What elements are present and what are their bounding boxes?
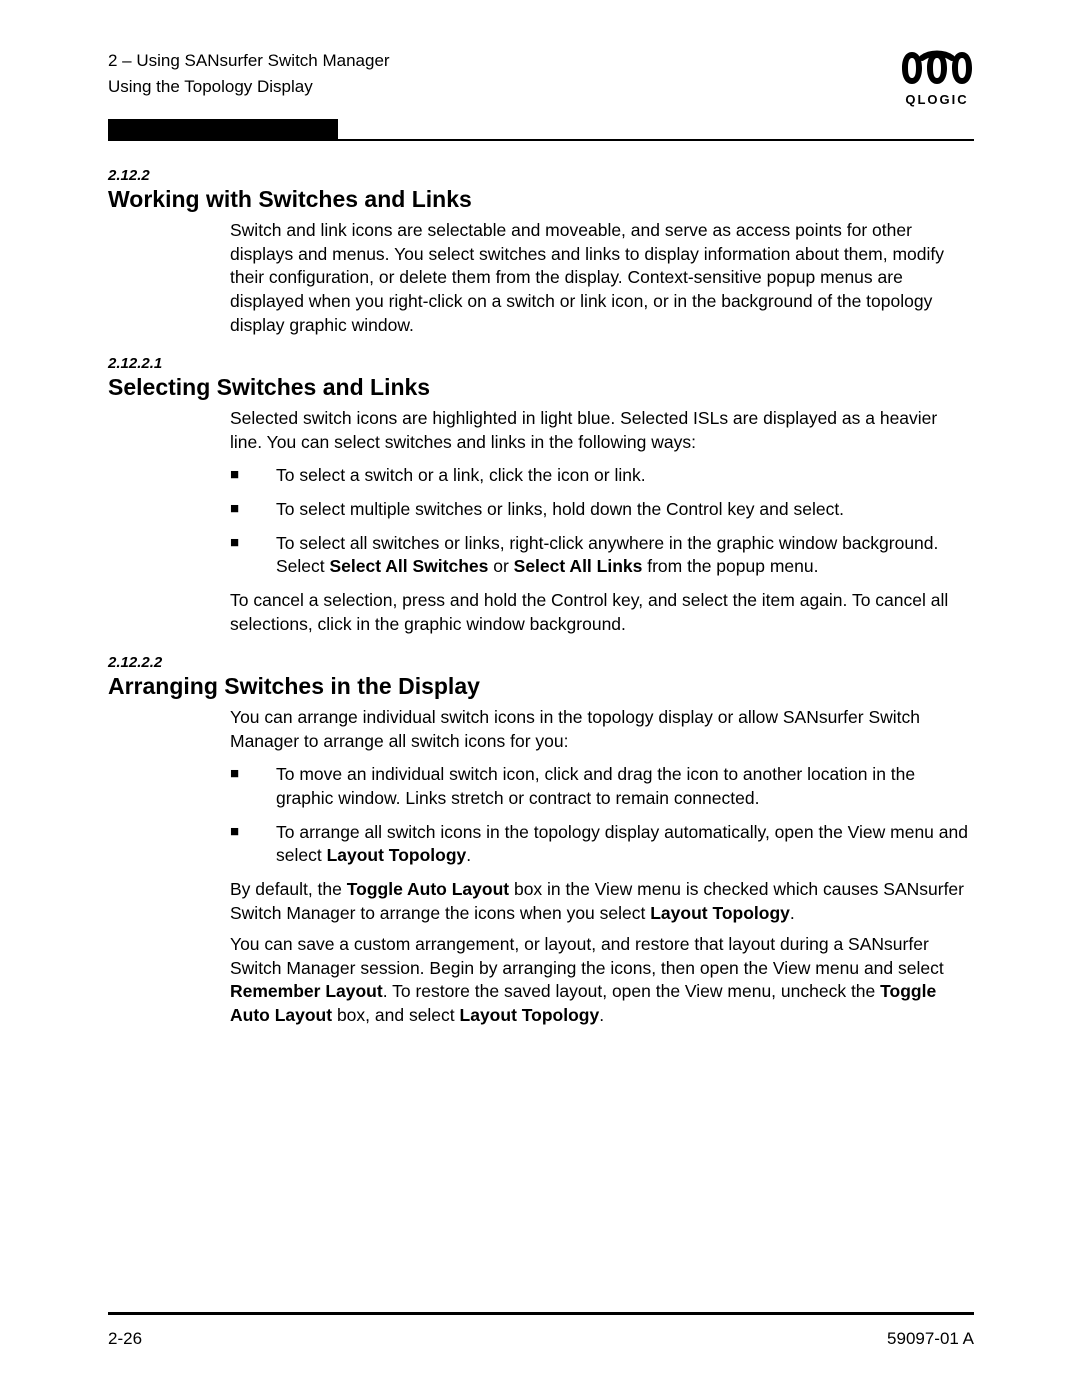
footer-doc-id: 59097-01 A bbox=[887, 1329, 974, 1349]
bold-layout-topology-1: Layout Topology bbox=[327, 845, 467, 865]
bullet-select-all-mid: or bbox=[488, 556, 513, 576]
bold-select-all-links: Select All Links bbox=[514, 556, 643, 576]
page-header: 2 – Using SANsurfer Switch Manager Using… bbox=[108, 48, 974, 107]
header-rule bbox=[108, 117, 974, 141]
header-section-line: Using the Topology Display bbox=[108, 74, 390, 100]
para-2-12-2-intro: Switch and link icons are selectable and… bbox=[230, 219, 974, 337]
section-number-2-12-2: 2.12.2 bbox=[108, 167, 974, 184]
p2-post: . bbox=[790, 903, 795, 923]
bullet-list-arranging: To move an individual switch icon, click… bbox=[230, 763, 974, 868]
footer-rule bbox=[108, 1312, 974, 1315]
bullet-arrange-all-post: . bbox=[466, 845, 471, 865]
header-text-block: 2 – Using SANsurfer Switch Manager Using… bbox=[108, 48, 390, 99]
para-save-custom-arrangement: You can save a custom arrangement, or la… bbox=[230, 933, 974, 1028]
p3-pre: You can save a custom arrangement, or la… bbox=[230, 934, 944, 978]
section-title-working-with-switches: Working with Switches and Links bbox=[108, 186, 974, 213]
section-title-arranging-switches: Arranging Switches in the Display bbox=[108, 673, 974, 700]
page-footer: 2-26 59097-01 A bbox=[108, 1312, 974, 1349]
bullet-select-single: To select a switch or a link, click the … bbox=[230, 464, 974, 488]
para-2-12-2-1-intro: Selected switch icons are highlighted in… bbox=[230, 407, 974, 454]
bullet-list-selecting: To select a switch or a link, click the … bbox=[230, 464, 974, 579]
bullet-select-all-post: from the popup menu. bbox=[642, 556, 818, 576]
section-title-selecting-switches: Selecting Switches and Links bbox=[108, 374, 974, 401]
header-rule-thick bbox=[108, 119, 338, 141]
qlogic-logo-icon bbox=[900, 48, 974, 88]
section-number-2-12-2-2: 2.12.2.2 bbox=[108, 654, 974, 671]
p3-mid2: box, and select bbox=[332, 1005, 459, 1025]
para-2-12-2-2-intro: You can arrange individual switch icons … bbox=[230, 706, 974, 753]
para-toggle-auto-layout: By default, the Toggle Auto Layout box i… bbox=[230, 878, 974, 925]
p3-post: . bbox=[599, 1005, 604, 1025]
bullet-select-multiple: To select multiple switches or links, ho… bbox=[230, 498, 974, 522]
bold-toggle-auto-layout-1: Toggle Auto Layout bbox=[347, 879, 509, 899]
para-2-12-2-1-outro: To cancel a selection, press and hold th… bbox=[230, 589, 974, 636]
p3-mid: . To restore the saved layout, open the … bbox=[383, 981, 880, 1001]
bold-layout-topology-2: Layout Topology bbox=[650, 903, 790, 923]
bullet-move-individual: To move an individual switch icon, click… bbox=[230, 763, 974, 810]
bold-remember-layout: Remember Layout bbox=[230, 981, 383, 1001]
header-chapter-line: 2 – Using SANsurfer Switch Manager bbox=[108, 48, 390, 74]
qlogic-logo-label: QLOGIC bbox=[900, 92, 974, 107]
bullet-arrange-all: To arrange all switch icons in the topol… bbox=[230, 821, 974, 868]
bullet-select-all: To select all switches or links, right-c… bbox=[230, 532, 974, 579]
bold-layout-topology-3: Layout Topology bbox=[460, 1005, 600, 1025]
bold-select-all-switches: Select All Switches bbox=[330, 556, 489, 576]
qlogic-logo: QLOGIC bbox=[900, 48, 974, 107]
p2-pre: By default, the bbox=[230, 879, 347, 899]
footer-page-number: 2-26 bbox=[108, 1329, 142, 1349]
section-number-2-12-2-1: 2.12.2.1 bbox=[108, 355, 974, 372]
